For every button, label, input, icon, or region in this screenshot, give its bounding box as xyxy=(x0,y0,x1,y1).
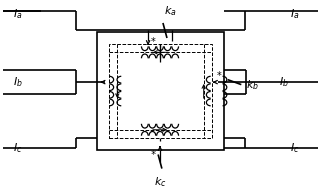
Text: *: * xyxy=(151,37,155,47)
Text: $I_b$: $I_b$ xyxy=(279,75,289,89)
Text: $I_c$: $I_c$ xyxy=(13,141,22,155)
Text: $k_a$: $k_a$ xyxy=(164,4,176,18)
Text: *: * xyxy=(151,143,155,153)
Text: $I_a$: $I_a$ xyxy=(13,8,22,21)
Text: $I_c$: $I_c$ xyxy=(290,141,299,155)
Bar xyxy=(98,32,223,150)
Text: $I_a$: $I_a$ xyxy=(290,8,299,21)
Text: $k_c$: $k_c$ xyxy=(154,176,166,189)
Text: *: * xyxy=(217,71,222,81)
Text: $k_b$: $k_b$ xyxy=(247,78,259,92)
Bar xyxy=(109,44,212,138)
Text: $I_b$: $I_b$ xyxy=(13,75,23,89)
